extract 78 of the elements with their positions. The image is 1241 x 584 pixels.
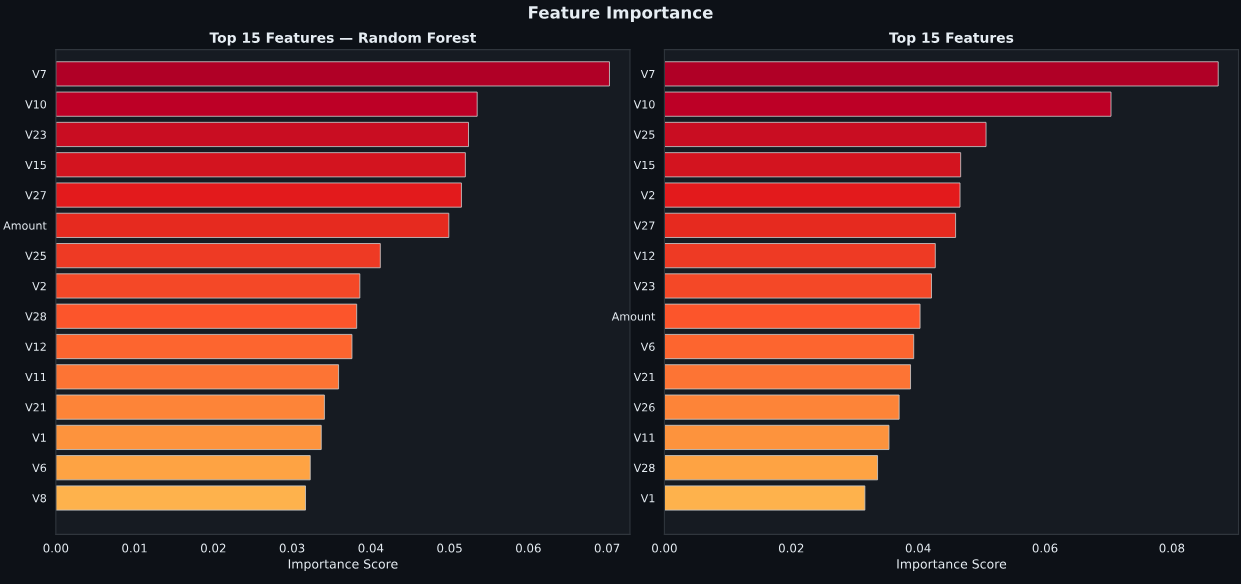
y-tick-label: V23 bbox=[25, 130, 46, 139]
y-tick-label: V1 bbox=[640, 494, 655, 503]
bar bbox=[664, 364, 911, 390]
y-tick-label: V27 bbox=[633, 221, 655, 230]
y-tick-label: V1 bbox=[32, 433, 46, 442]
y-tick-label: V12 bbox=[25, 342, 46, 351]
bar bbox=[664, 455, 878, 481]
text: Feature Importance bbox=[529, 6, 713, 22]
x-tick-label: 0.02 bbox=[778, 543, 804, 553]
x-tick-label: 0.04 bbox=[905, 543, 931, 553]
bar bbox=[55, 364, 339, 390]
bar bbox=[664, 91, 1112, 117]
y-tick-label: V21 bbox=[633, 372, 655, 382]
y-tick-label: V7 bbox=[640, 70, 655, 79]
bar bbox=[55, 243, 381, 269]
bar bbox=[664, 61, 1219, 87]
y-tick-label: Amount bbox=[3, 221, 47, 230]
bar bbox=[664, 212, 956, 238]
bar bbox=[664, 424, 890, 450]
bar bbox=[55, 333, 353, 360]
bar bbox=[55, 91, 478, 117]
x-axis-title: Importance Score bbox=[897, 559, 1007, 572]
y-tick-label: V6 bbox=[32, 463, 47, 473]
chart-title: Top 15 Features bbox=[889, 32, 1014, 46]
y-tick-label: V11 bbox=[633, 433, 655, 442]
bar bbox=[664, 394, 900, 420]
bar bbox=[664, 152, 962, 178]
y-tick-label: V28 bbox=[25, 312, 47, 321]
bar bbox=[55, 394, 325, 420]
y-tick-label: V23 bbox=[633, 281, 655, 291]
bar bbox=[664, 333, 915, 360]
bar bbox=[55, 424, 322, 450]
bar bbox=[664, 182, 961, 208]
bar bbox=[664, 121, 987, 147]
bar bbox=[55, 121, 469, 147]
y-tick-label: V11 bbox=[25, 372, 46, 382]
y-tick-label: V28 bbox=[633, 463, 655, 473]
y-tick-label: V7 bbox=[32, 70, 46, 79]
bar bbox=[55, 303, 358, 329]
bar bbox=[664, 243, 936, 269]
y-tick-label: V15 bbox=[25, 160, 46, 170]
x-tick-label: 0.04 bbox=[358, 543, 384, 553]
bar bbox=[55, 152, 466, 178]
bar bbox=[664, 485, 866, 511]
x-tick-label: 0.06 bbox=[516, 543, 541, 553]
y-tick-label: V6 bbox=[640, 342, 655, 351]
y-tick-label: V25 bbox=[633, 130, 655, 139]
y-tick-label: V10 bbox=[25, 100, 47, 109]
y-tick-label: V26 bbox=[633, 403, 655, 412]
x-tick-label: 0.00 bbox=[43, 543, 69, 553]
y-tick-label: V8 bbox=[32, 493, 47, 503]
y-tick-label: V27 bbox=[25, 191, 46, 200]
y-tick-label: V2 bbox=[640, 191, 655, 200]
x-tick-label: 0.08 bbox=[1159, 543, 1185, 553]
bar bbox=[664, 273, 932, 299]
x-tick-label: 0.05 bbox=[437, 543, 462, 553]
x-tick-label: 0.07 bbox=[594, 543, 620, 553]
y-tick-label: V21 bbox=[25, 403, 46, 412]
x-tick-label: 0.00 bbox=[652, 543, 677, 553]
x-tick-label: 0.02 bbox=[200, 543, 226, 553]
y-tick-label: V15 bbox=[633, 160, 655, 170]
bar bbox=[55, 485, 306, 511]
bar bbox=[55, 212, 450, 238]
bar bbox=[55, 455, 311, 481]
y-tick-label: Amount bbox=[611, 312, 656, 321]
y-tick-label: V25 bbox=[25, 251, 46, 261]
bar bbox=[55, 273, 361, 299]
bar bbox=[664, 303, 921, 329]
bar bbox=[55, 182, 462, 208]
x-axis-title: Importance Score bbox=[288, 559, 398, 572]
y-tick-label: V10 bbox=[633, 100, 655, 109]
bar bbox=[55, 61, 610, 87]
y-tick-label: V2 bbox=[32, 281, 46, 291]
chart-title: Top 15 Features — Random Forest bbox=[209, 32, 477, 46]
x-tick-label: 0.01 bbox=[122, 543, 147, 553]
x-tick-label: 0.06 bbox=[1032, 543, 1058, 553]
y-tick-label: V12 bbox=[633, 251, 655, 260]
x-tick-label: 0.03 bbox=[279, 543, 305, 553]
